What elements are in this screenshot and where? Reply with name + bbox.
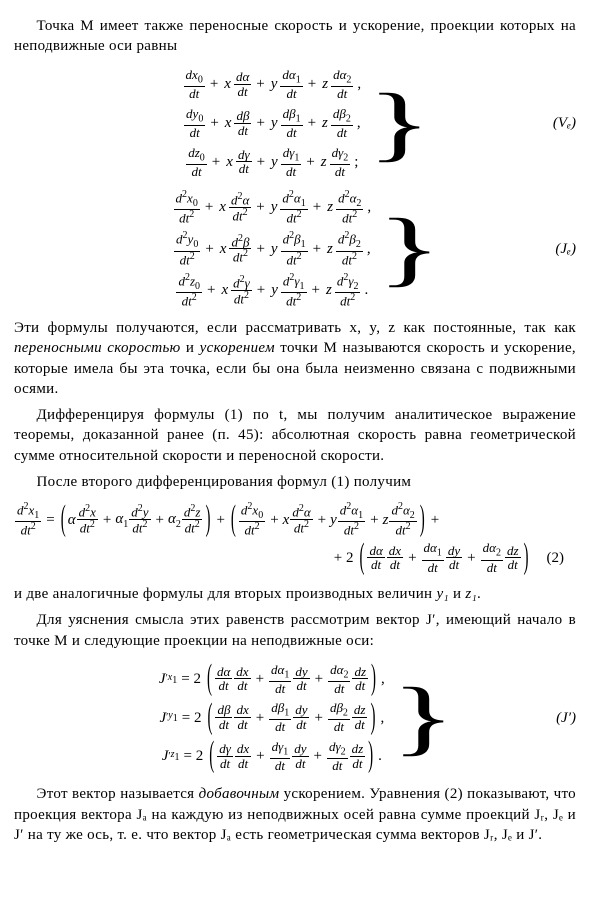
eq-label-je: (Jₑ) [555,239,576,259]
eq-label-ve: (Vₑ) [553,113,576,133]
para-6: Для уяснения смысла этих равенств рассмо… [14,610,576,651]
eq-group-je: d2x0dt2+xd2αdt2+yd2α1dt2+zd2α2dt2, d2y0dt… [14,190,576,308]
eq-line: d2x0dt2+xd2αdt2+yd2α1dt2+zd2α2dt2, [173,190,372,225]
eq-line: J′z1= 2(dγdt dxdt+dγ1dt dydt+dγ2dt dzdt)… [162,740,382,773]
eq-2-label: (2) [547,548,565,568]
eq-line: dy0dt+xdβdt+ydβ1dt+zdβ2dt, [183,107,361,140]
para-4: После второго дифференцирования формул (… [14,472,576,492]
eq-line: J′y1= 2(dβdt dxdt+dβ1dt dydt+dβ2dt dzdt)… [159,701,384,734]
eq-line: dz0dt+xdγdt+ydγ1dt+zdγ2dt; [185,146,358,179]
eq-line: dx0dt+xdαdt+ydα1dt+zdα2dt, [183,68,362,101]
eq-line: J′x1= 2(dαdt dxdt+dα1dt dydt+dα2dt dzdt)… [159,663,385,696]
eq-line: d2y0dt2+xd2βdt2+yd2β1dt2+zd2β2dt2, [173,231,371,266]
para-intro: Точка M имеет также переносные скорость … [14,16,576,57]
eq-group-ve: dx0dt+xdαdt+ydα1dt+zdα2dt, dy0dt+xdβdt+yd… [14,67,576,180]
eq-label-jprime: (J′) [556,708,576,728]
eq-2: d2x1dt2 = ( αd2xdt2 +α1d2ydt2 +α2d2zdt2 … [14,502,576,574]
eq-line: d2z0dt2+xd2γdt2+yd2γ1dt2+zd2γ2dt2. [175,273,368,308]
para-2: Эти формулы получаются, если рассматрива… [14,318,576,399]
para-3: Дифференцируя формулы (1) по t, мы получ… [14,405,576,466]
eq-group-jprime: J′x1= 2(dαdt dxdt+dα1dt dydt+dα2dt dzdt)… [14,661,576,774]
para-5: и две аналогичные формулы для вторых про… [14,584,576,604]
para-7: Этот вектор называется добавочным ускоре… [14,784,576,845]
